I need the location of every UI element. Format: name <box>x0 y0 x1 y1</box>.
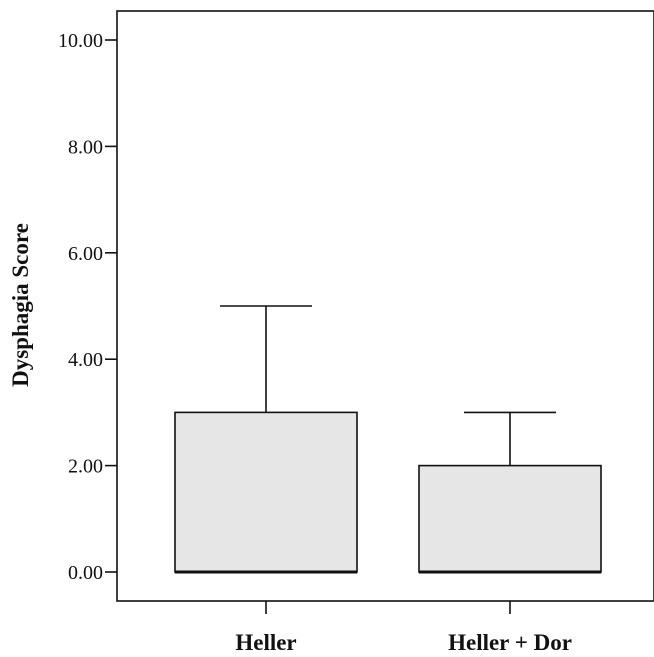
box-2 <box>418 411 602 574</box>
y-tick-label: 0.00 <box>68 562 103 584</box>
boxes-layer <box>174 305 602 574</box>
x-axis: Heller Heller + Dor <box>235 601 572 655</box>
plot-frame <box>116 10 654 602</box>
x-category-label: Heller <box>235 630 296 655</box>
y-tick-label: 8.00 <box>68 136 103 158</box>
box-rect <box>174 411 358 573</box>
box-rect <box>418 464 602 573</box>
y-axis-title: Dysphagia Score <box>8 223 33 387</box>
y-tick-label: 2.00 <box>68 456 103 478</box>
y-tick-label: 6.00 <box>68 243 103 265</box>
y-tick-label: 4.00 <box>68 349 103 371</box>
y-tick-label: 10.00 <box>58 30 103 52</box>
y-axis: 0.00 2.00 4.00 6.00 8.00 10.00 <box>58 30 117 584</box>
x-category-label: Heller + Dor <box>448 630 572 655</box>
box-1 <box>174 305 358 574</box>
